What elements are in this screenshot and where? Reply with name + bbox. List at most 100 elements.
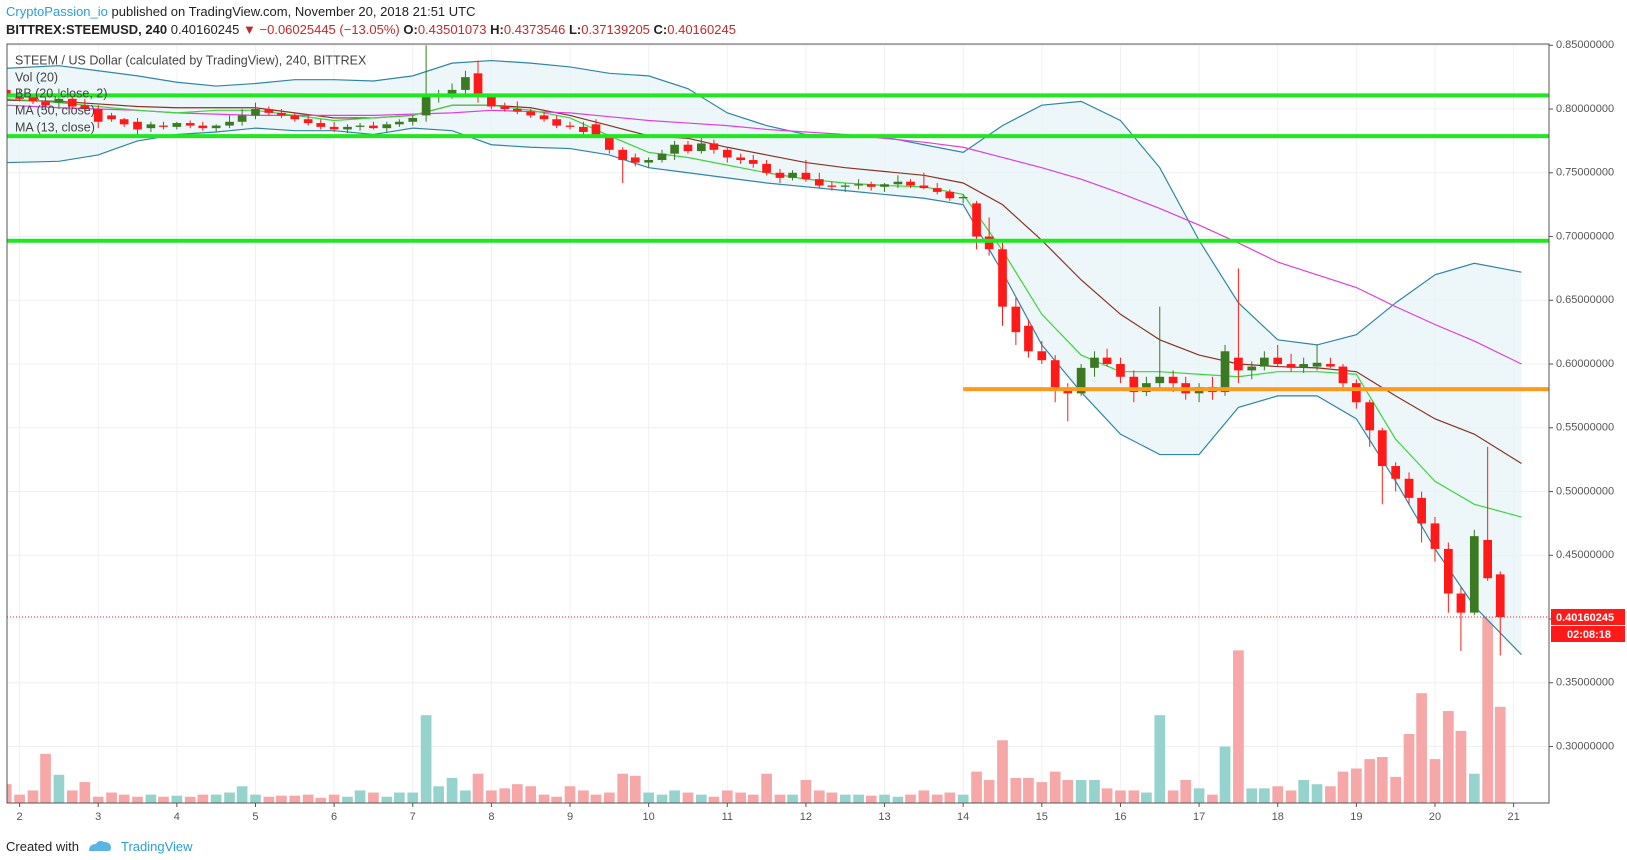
x-tick-label: 17 — [1193, 811, 1205, 823]
footer: Created with TradingView — [6, 838, 193, 854]
candle-body — [893, 181, 903, 185]
volume-bar — [132, 796, 143, 803]
plot-frame — [6, 43, 1550, 804]
candle-body — [945, 191, 955, 199]
candle-body — [67, 98, 77, 107]
y-tick-label: 0.80000000 — [1556, 103, 1614, 115]
candle-body — [172, 123, 182, 127]
y-tick-label: 0.75000000 — [1556, 167, 1614, 179]
candle-body — [1469, 536, 1479, 613]
candle-body — [1168, 376, 1178, 384]
candle-body — [1377, 430, 1387, 467]
candle-body — [748, 160, 758, 164]
volume-bar — [538, 794, 550, 803]
candle-body — [473, 73, 483, 97]
candle-body — [630, 157, 640, 163]
candle-body — [552, 119, 561, 126]
price-badge — [1551, 608, 1625, 625]
y-tick-label: 0.85000000 — [1556, 39, 1614, 51]
volume-bar — [460, 790, 471, 803]
volume-bar — [1311, 784, 1323, 803]
candle-body — [1444, 548, 1453, 594]
symbol: BITTREX:STEEMUSD, 240 — [6, 22, 168, 37]
x-tick-label: 15 — [1036, 811, 1048, 823]
plot — [7, 45, 1549, 803]
candle-body — [329, 126, 339, 130]
x-tick-label: 8 — [488, 811, 494, 823]
volume-bar — [1403, 734, 1415, 803]
legend: STEEM / US Dollar (calculated by Trading… — [15, 53, 367, 134]
volume-bar — [224, 792, 235, 803]
volume-bar — [603, 792, 615, 803]
volume-bar — [564, 786, 576, 803]
volume-bar — [14, 794, 25, 803]
candle-body — [28, 96, 38, 102]
candle-body — [657, 153, 667, 161]
candle-body — [1352, 383, 1361, 403]
header-line: CryptoPassion_io published on TradingVie… — [6, 3, 736, 21]
volume-bar — [590, 794, 602, 803]
bb-upper — [7, 59, 1522, 346]
candle-body — [788, 172, 797, 178]
candle-body — [277, 112, 286, 116]
volume-bar — [328, 794, 340, 803]
volume-bar — [826, 792, 838, 803]
bb-basis — [7, 99, 1522, 464]
candle-body — [840, 185, 850, 187]
candle-body — [1391, 466, 1401, 479]
candle-body — [316, 123, 326, 127]
volume-bar — [1337, 771, 1349, 803]
volume-bar — [1036, 782, 1048, 803]
c-value: 0.40160245 — [667, 22, 736, 37]
volume-bar — [787, 794, 798, 803]
candle-body — [487, 96, 496, 107]
volume-bar — [747, 794, 759, 803]
volume-bar — [7, 784, 12, 803]
candle-body — [1129, 376, 1139, 393]
candle-body — [604, 137, 614, 150]
volume-bar — [735, 792, 746, 803]
volume-bar — [499, 788, 511, 803]
candle-body — [906, 181, 915, 186]
y-tick-label: 0.55000000 — [1556, 422, 1614, 434]
candle-body — [579, 126, 588, 132]
volume-bar — [1443, 711, 1454, 803]
candle-body — [369, 125, 378, 129]
volume-bar — [1325, 786, 1336, 803]
candle-body — [670, 144, 679, 154]
candle-body — [343, 126, 352, 130]
candle-body — [880, 184, 889, 187]
candle-body — [1116, 364, 1125, 377]
volume-bar — [92, 796, 104, 803]
y-tick-label: 0.50000000 — [1556, 485, 1614, 497]
volume-bar — [1494, 706, 1506, 803]
brand[interactable]: TradingView — [120, 838, 193, 854]
candle-body — [958, 196, 968, 199]
volume-bar — [1101, 788, 1113, 803]
volume-bar — [721, 790, 733, 803]
volume-bar — [1010, 777, 1022, 803]
volume-bar — [197, 794, 209, 803]
y-tick-label: 0.45000000 — [1556, 549, 1614, 561]
volume-bar — [250, 794, 261, 803]
volume-bar — [1219, 746, 1231, 803]
y-tick-label: 0.70000000 — [1556, 230, 1614, 242]
volume-bar — [853, 794, 864, 803]
volume-bar — [643, 792, 654, 803]
volume-bar — [944, 792, 956, 803]
volume-bar — [617, 773, 629, 803]
author[interactable]: CryptoPassion_io — [6, 4, 108, 19]
y-tick-label: 0.35000000 — [1556, 677, 1614, 689]
x-tick-label: 18 — [1272, 811, 1284, 823]
o-value: 0.43501073 — [417, 22, 487, 37]
volume-bar — [472, 773, 484, 803]
candle-body — [1299, 364, 1309, 368]
candle-body — [1076, 367, 1086, 394]
volume-bar — [905, 794, 916, 803]
volume-bar — [407, 792, 419, 803]
candle-body — [972, 203, 981, 237]
volume-bar — [1089, 780, 1100, 803]
candle-body — [1326, 364, 1335, 367]
volume-bar — [354, 790, 366, 803]
volume-bar — [106, 792, 117, 803]
